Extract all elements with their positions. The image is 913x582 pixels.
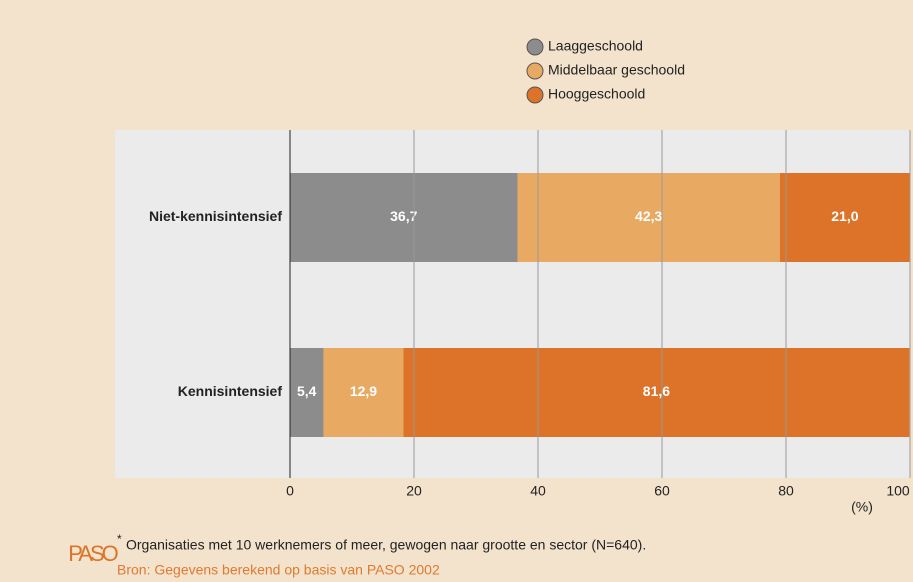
legend-swatch [526, 38, 544, 56]
x-tick-label: 60 [654, 483, 670, 499]
value-label: 42,3 [635, 208, 662, 224]
logo: PASO [68, 541, 118, 566]
footnote-marker: * [117, 532, 122, 546]
x-tick-label: 40 [530, 483, 546, 499]
legend-swatch [526, 62, 544, 80]
value-label: 12,9 [350, 383, 377, 399]
y-tick-label: Niet-kennisintensief [149, 208, 282, 224]
value-label: 5,4 [297, 383, 317, 399]
x-tick-label: 0 [286, 483, 294, 499]
footnote: Organisaties met 10 werknemers of meer, … [126, 537, 646, 553]
x-tick-label: 80 [778, 483, 794, 499]
value-label: 36,7 [390, 208, 417, 224]
x-tick-label: 20 [406, 483, 422, 499]
bar-segment [779, 173, 910, 262]
bar-segment [403, 348, 910, 437]
x-axis-label: (%) [851, 499, 873, 515]
source: Bron: Gegevens berekend op basis van PAS… [117, 562, 440, 578]
legend-swatch [526, 86, 544, 104]
bar-segment [323, 348, 404, 437]
value-label: 81,6 [643, 383, 670, 399]
legend-label: Hooggeschoold [548, 86, 645, 102]
y-tick-label: Kennisintensief [178, 383, 283, 399]
legend-label: Laaggeschoold [548, 38, 643, 54]
value-label: 21,0 [831, 208, 858, 224]
bar-segment [290, 348, 324, 437]
legend-label: Middelbaar geschoold [548, 62, 685, 78]
bar-segment [517, 173, 780, 262]
x-tick-label: 100 [886, 483, 910, 499]
bar-segment [290, 173, 518, 262]
